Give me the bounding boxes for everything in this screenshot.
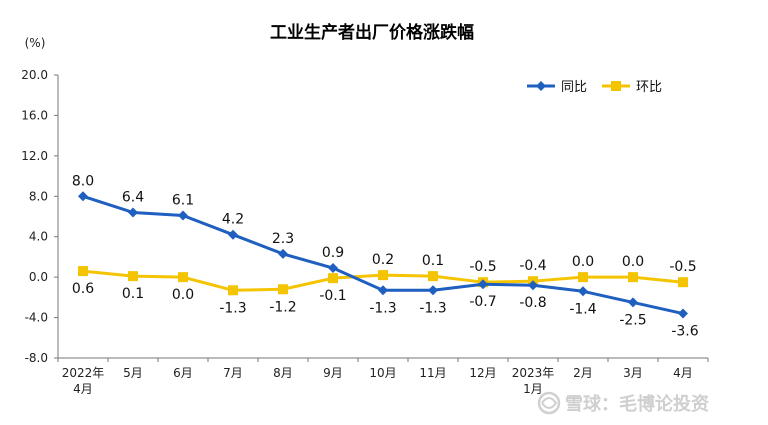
legend-marker bbox=[536, 81, 546, 91]
data-label-yoy: -2.5 bbox=[619, 312, 646, 328]
y-tick-label: 0.0 bbox=[29, 270, 48, 284]
data-label-mom: 0.0 bbox=[622, 254, 644, 270]
data-label-mom: -1.2 bbox=[269, 299, 296, 315]
data-point-mom bbox=[678, 277, 688, 288]
data-label-yoy: 2.3 bbox=[272, 231, 294, 247]
x-tick-label: 2月 bbox=[573, 366, 593, 380]
data-point-yoy bbox=[278, 248, 288, 259]
legend: 同比 环比 bbox=[527, 80, 662, 95]
data-point-yoy bbox=[378, 285, 388, 296]
x-tick-label: 4月 bbox=[73, 382, 93, 396]
data-label-mom: 0.6 bbox=[72, 281, 94, 297]
data-point-yoy bbox=[228, 229, 238, 240]
data-point-yoy bbox=[478, 279, 488, 290]
x-tick-label: 1月 bbox=[523, 382, 543, 396]
data-label-yoy: -1.4 bbox=[569, 301, 596, 317]
data-point-mom bbox=[78, 266, 88, 277]
x-tick-label: 12月 bbox=[469, 366, 496, 380]
data-label-mom: 0.0 bbox=[572, 254, 594, 270]
data-label-mom: 0.2 bbox=[372, 252, 394, 268]
data-label-yoy: -3.6 bbox=[671, 324, 698, 340]
watermark: 雪球：毛博论投资 bbox=[537, 391, 709, 415]
data-label-mom: 0.0 bbox=[172, 287, 194, 303]
watermark-text: 雪球：毛博论投资 bbox=[565, 393, 709, 415]
data-label-mom: -0.1 bbox=[319, 288, 346, 304]
data-label-yoy: -0.7 bbox=[469, 294, 496, 310]
y-axis-unit-label: (%) bbox=[25, 36, 46, 50]
y-tick-label: -8.0 bbox=[25, 351, 48, 365]
axes-group bbox=[54, 74, 709, 362]
data-label-yoy: 6.4 bbox=[122, 189, 144, 205]
data-label-yoy: 8.0 bbox=[72, 173, 94, 189]
data-label-mom: -1.3 bbox=[219, 300, 246, 316]
y-tick-labels: 20.0 16.0 12.0 8.0 4.0 0.0 -4.0 -8.0 bbox=[21, 68, 48, 365]
data-label-mom: 0.1 bbox=[422, 253, 444, 269]
data-point-mom bbox=[628, 272, 638, 283]
y-tick-label: 20.0 bbox=[21, 68, 48, 82]
data-label-yoy: 6.1 bbox=[172, 192, 194, 208]
x-tick-label: 7月 bbox=[223, 366, 243, 380]
x-tick-label: 8月 bbox=[273, 366, 293, 380]
series-group bbox=[78, 191, 688, 319]
data-point-mom bbox=[578, 272, 588, 283]
data-label-yoy: 0.9 bbox=[322, 245, 344, 261]
data-label-mom: -0.4 bbox=[519, 258, 546, 274]
data-point-mom bbox=[378, 270, 388, 281]
data-point-yoy bbox=[178, 210, 188, 221]
data-label-mom: -0.5 bbox=[469, 259, 496, 275]
data-point-mom bbox=[228, 285, 238, 296]
y-tick-label: 4.0 bbox=[29, 230, 48, 244]
x-tick-label: 6月 bbox=[173, 366, 193, 380]
data-point-mom bbox=[128, 271, 138, 282]
data-point-yoy bbox=[578, 286, 588, 297]
data-point-mom bbox=[178, 272, 188, 283]
chart-title: 工业生产者出厂价格涨跌幅 bbox=[270, 22, 474, 43]
x-tick-labels: 2022年 4月 5月 6月 7月 8月 9月 10月 11月 12月 2023年 1月 2月 3月 4月 bbox=[62, 366, 693, 396]
legend-marker bbox=[611, 81, 621, 91]
legend-label: 同比 bbox=[561, 80, 587, 95]
y-tick-label: -4.0 bbox=[25, 311, 48, 325]
data-label-yoy: -1.3 bbox=[419, 300, 446, 316]
data-point-yoy bbox=[328, 263, 338, 274]
x-tick-label: 3月 bbox=[623, 366, 643, 380]
y-tick-label: 8.0 bbox=[29, 189, 48, 203]
data-point-yoy bbox=[628, 297, 638, 308]
data-label-yoy: 4.2 bbox=[222, 212, 244, 228]
data-point-yoy bbox=[678, 308, 688, 319]
data-labels: 8.0 6.4 6.1 4.2 2.3 0.9 -1.3 -1.3 -0.7 -0.8 -1.4 -2… bbox=[72, 173, 699, 339]
x-tick-label: 2023年 bbox=[512, 366, 555, 380]
x-tick-label: 11月 bbox=[419, 366, 446, 380]
data-label-mom: -0.5 bbox=[669, 259, 696, 275]
data-label-yoy: -0.8 bbox=[519, 295, 546, 311]
data-point-mom bbox=[278, 284, 288, 295]
data-point-yoy bbox=[78, 191, 88, 202]
data-point-mom bbox=[428, 271, 438, 282]
y-tick-label: 12.0 bbox=[21, 149, 48, 163]
x-tick-label: 5月 bbox=[123, 366, 143, 380]
data-point-yoy bbox=[428, 285, 438, 296]
legend-label: 环比 bbox=[636, 80, 662, 95]
data-label-mom: 0.1 bbox=[122, 286, 144, 302]
x-tick-label: 9月 bbox=[323, 366, 343, 380]
data-point-yoy bbox=[528, 280, 538, 291]
snowball-logo-icon bbox=[537, 391, 561, 415]
data-label-yoy: -1.3 bbox=[369, 300, 396, 316]
data-point-yoy bbox=[128, 207, 138, 218]
x-tick-label: 4月 bbox=[673, 366, 693, 380]
x-tick-label: 10月 bbox=[369, 366, 396, 380]
data-point-mom bbox=[328, 273, 338, 284]
x-tick-label: 2022年 bbox=[62, 366, 105, 380]
y-tick-label: 16.0 bbox=[21, 108, 48, 122]
